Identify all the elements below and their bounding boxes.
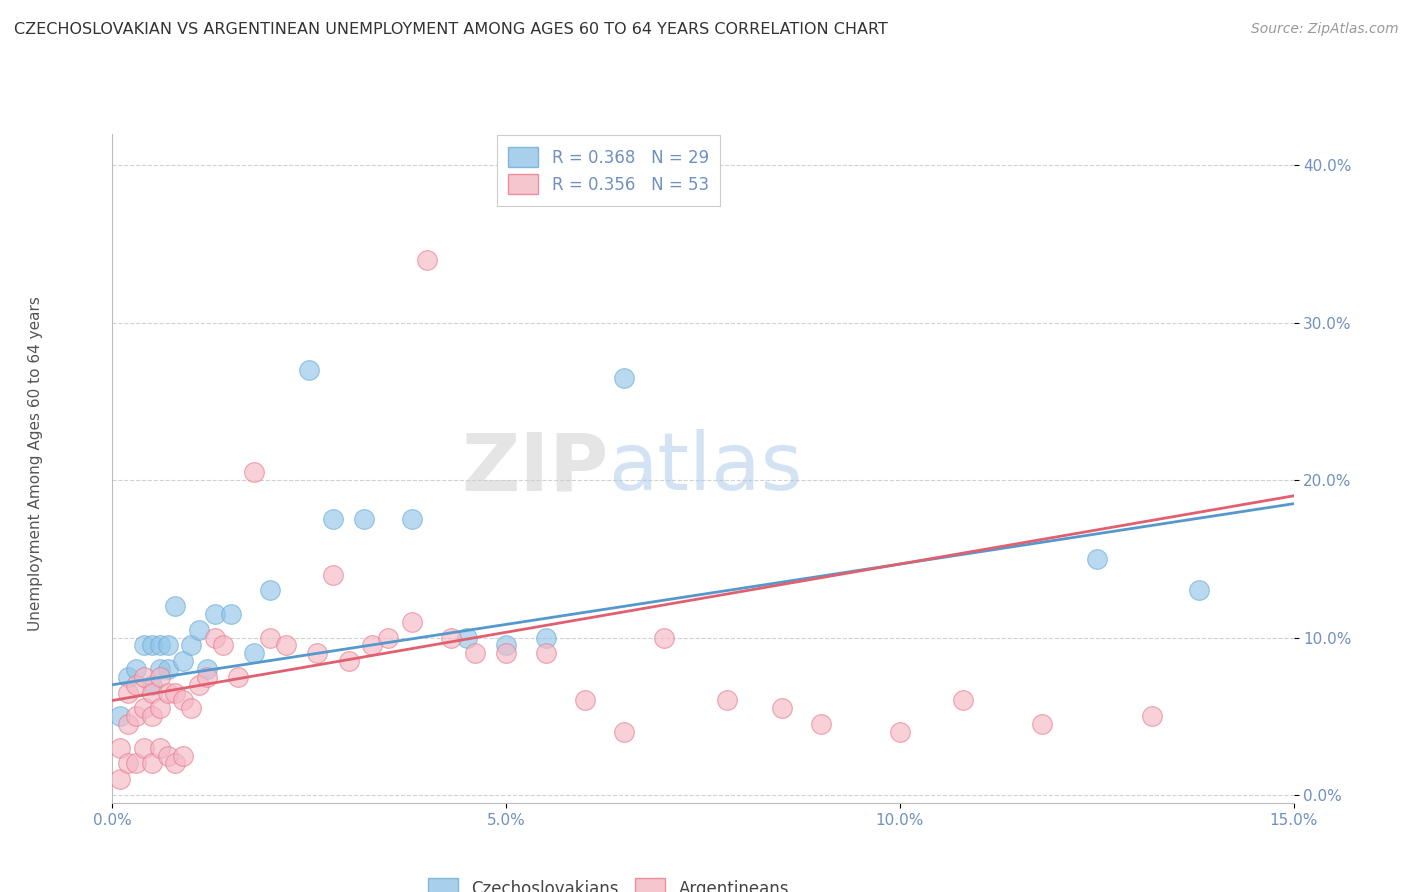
Point xyxy=(132,670,155,684)
Point xyxy=(132,740,155,755)
Point xyxy=(141,756,163,771)
Text: atlas: atlas xyxy=(609,429,803,508)
Point xyxy=(1188,583,1211,598)
Point xyxy=(534,646,557,660)
Point xyxy=(132,701,155,715)
Point xyxy=(141,678,163,692)
Point xyxy=(1031,717,1053,731)
Point xyxy=(377,631,399,645)
Point xyxy=(211,639,233,653)
Point xyxy=(353,512,375,526)
Point xyxy=(156,685,179,699)
Point xyxy=(125,662,148,676)
Point xyxy=(322,567,344,582)
Point xyxy=(110,709,132,723)
Point xyxy=(204,607,226,621)
Point xyxy=(141,685,163,699)
Point xyxy=(307,646,329,660)
Point xyxy=(1140,709,1163,723)
Point xyxy=(110,740,132,755)
Point xyxy=(141,709,163,723)
Point xyxy=(274,639,297,653)
Point xyxy=(117,717,139,731)
Point xyxy=(172,654,194,668)
Text: CZECHOSLOVAKIAN VS ARGENTINEAN UNEMPLOYMENT AMONG AGES 60 TO 64 YEARS CORRELATIO: CZECHOSLOVAKIAN VS ARGENTINEAN UNEMPLOYM… xyxy=(14,22,889,37)
Point xyxy=(149,662,172,676)
Point xyxy=(574,693,596,707)
Point xyxy=(401,615,423,629)
Point xyxy=(204,631,226,645)
Point xyxy=(298,363,321,377)
Point xyxy=(652,631,675,645)
Point xyxy=(188,623,211,637)
Point xyxy=(117,670,139,684)
Point xyxy=(401,512,423,526)
Point xyxy=(141,639,163,653)
Point xyxy=(165,685,187,699)
Point xyxy=(180,701,202,715)
Point xyxy=(117,756,139,771)
Point xyxy=(810,717,832,731)
Point xyxy=(243,646,266,660)
Point xyxy=(1085,551,1108,566)
Point xyxy=(125,756,148,771)
Point xyxy=(172,748,194,763)
Point xyxy=(770,701,793,715)
Point xyxy=(440,631,463,645)
Text: ZIP: ZIP xyxy=(461,429,609,508)
Point xyxy=(889,725,911,739)
Point xyxy=(243,465,266,479)
Point xyxy=(195,662,218,676)
Point xyxy=(132,639,155,653)
Point xyxy=(195,670,218,684)
Point xyxy=(110,772,132,787)
Point xyxy=(188,678,211,692)
Point xyxy=(534,631,557,645)
Legend: Czechoslovakians, Argentineans: Czechoslovakians, Argentineans xyxy=(422,871,796,892)
Point xyxy=(456,631,478,645)
Point xyxy=(361,639,384,653)
Point xyxy=(228,670,250,684)
Point xyxy=(165,599,187,613)
Point xyxy=(219,607,242,621)
Point xyxy=(416,252,439,267)
Point xyxy=(495,639,517,653)
Point xyxy=(613,371,636,385)
Point xyxy=(613,725,636,739)
Point xyxy=(156,748,179,763)
Text: Source: ZipAtlas.com: Source: ZipAtlas.com xyxy=(1251,22,1399,37)
Point xyxy=(125,709,148,723)
Point xyxy=(259,631,281,645)
Point xyxy=(149,740,172,755)
Point xyxy=(464,646,486,660)
Point xyxy=(495,646,517,660)
Point xyxy=(149,670,172,684)
Point xyxy=(259,583,281,598)
Point xyxy=(149,639,172,653)
Point xyxy=(180,639,202,653)
Point xyxy=(952,693,974,707)
Point xyxy=(156,639,179,653)
Point xyxy=(117,685,139,699)
Point xyxy=(337,654,360,668)
Point xyxy=(125,678,148,692)
Point xyxy=(165,756,187,771)
Text: Unemployment Among Ages 60 to 64 years: Unemployment Among Ages 60 to 64 years xyxy=(28,296,42,632)
Point xyxy=(156,662,179,676)
Point xyxy=(149,701,172,715)
Point xyxy=(716,693,738,707)
Point xyxy=(172,693,194,707)
Point xyxy=(322,512,344,526)
